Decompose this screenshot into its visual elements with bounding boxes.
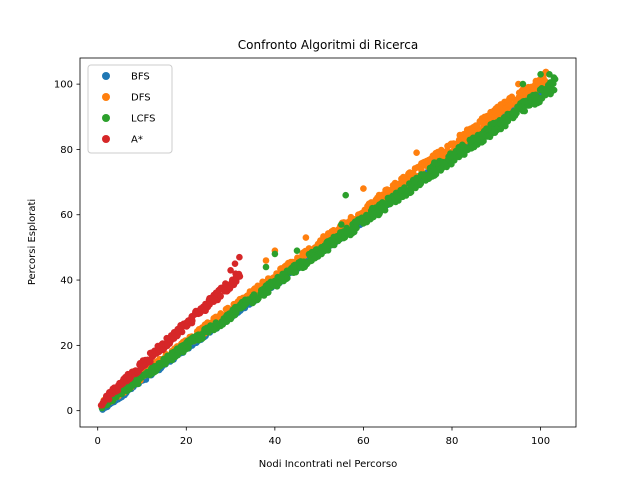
data-point [360, 185, 367, 192]
x-tick-label: 80 [446, 436, 459, 447]
data-point [262, 257, 270, 264]
data-point [519, 80, 527, 88]
data-point [178, 328, 186, 336]
data-point [293, 247, 301, 254]
data-point [235, 273, 243, 280]
series-lcfs [98, 71, 559, 412]
data-point [271, 250, 279, 258]
data-point [231, 260, 239, 268]
legend-entry: LCFS [131, 114, 155, 125]
data-point [537, 71, 544, 78]
plot-frame [79, 57, 577, 428]
data-point [432, 170, 440, 178]
data-point [284, 274, 291, 282]
legend-marker [102, 135, 110, 143]
data-point [521, 107, 528, 115]
y-tick-label: 60 [60, 210, 73, 221]
legend-marker [102, 114, 110, 122]
data-point [478, 139, 486, 146]
data-point [134, 380, 142, 388]
data-point [342, 191, 350, 199]
data-point [417, 180, 425, 187]
data-point [146, 358, 154, 366]
legend: BFS DFS LCFS A* [87, 64, 173, 154]
data-point [262, 263, 270, 271]
x-tick-label: 20 [180, 436, 193, 447]
y-tick-label: 0 [67, 406, 73, 417]
y-axis-label: Percorsi Esplorati [27, 199, 38, 285]
legend-entry: DFS [131, 93, 151, 104]
data-point [185, 343, 192, 351]
data-point [431, 159, 438, 166]
axis-ticks: 0 20 40 60 80 100 0 20 40 60 80 100 [54, 80, 550, 447]
legend-entry: BFS [131, 72, 150, 83]
data-point [245, 296, 252, 303]
legend-entry: A* [131, 135, 143, 146]
x-tick-label: 60 [357, 436, 370, 447]
plot-area [97, 68, 559, 413]
data-point [407, 188, 415, 196]
data-point [236, 253, 243, 261]
data-point [472, 122, 480, 129]
data-point [504, 117, 512, 125]
y-tick-label: 100 [54, 80, 73, 91]
data-point [338, 221, 345, 228]
data-point [292, 268, 300, 276]
chart-title: Confronto Algoritmi di Ricerca [238, 38, 418, 52]
data-point [198, 335, 205, 342]
data-point [105, 396, 113, 403]
data-point [227, 267, 234, 274]
y-tick-label: 40 [60, 276, 73, 287]
x-tick-label: 40 [268, 436, 281, 447]
data-point [550, 80, 557, 87]
y-tick-label: 80 [60, 145, 73, 156]
legend-box [87, 64, 173, 154]
data-point [550, 74, 558, 81]
x-tick-label: 0 [95, 436, 101, 447]
data-point [369, 204, 376, 212]
y-tick-label: 20 [60, 341, 73, 352]
data-point [217, 292, 224, 300]
legend-marker [102, 93, 110, 101]
data-point [413, 149, 420, 156]
series-a [97, 253, 244, 409]
legend-marker [102, 72, 110, 80]
data-point [550, 86, 558, 94]
x-axis-label: Nodi Incontrati nel Percorso [259, 459, 397, 470]
data-point [302, 234, 310, 241]
x-tick-label: 100 [531, 436, 550, 447]
